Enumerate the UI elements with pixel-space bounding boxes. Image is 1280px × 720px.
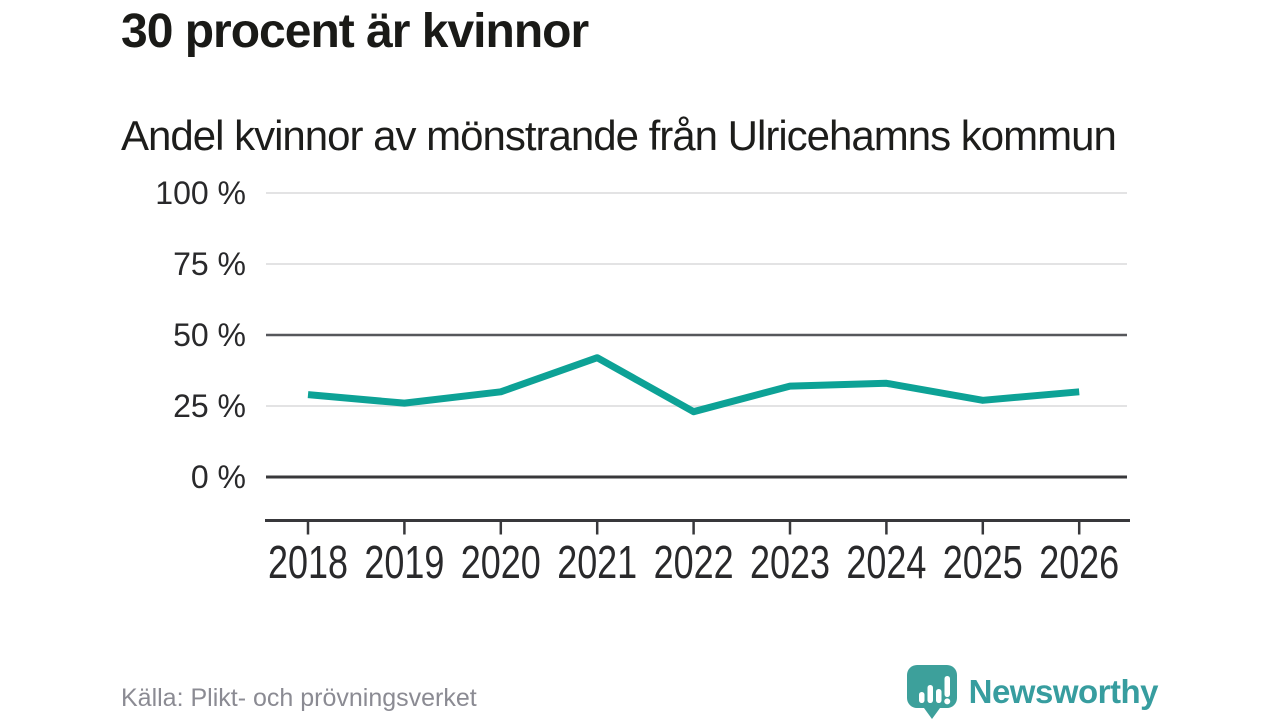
x-tick-label: 2018 xyxy=(268,536,348,588)
data-line-Andel kvinnor av mönstrande xyxy=(307,354,1080,416)
x-tick-label: 2023 xyxy=(750,536,830,588)
x-tick-label: 2025 xyxy=(943,536,1023,588)
y-tick-label: 100 % xyxy=(155,175,246,211)
newsworthy-logo-icon xyxy=(906,665,957,719)
y-tick-label: 0 % xyxy=(191,459,246,495)
y-tick-label: 75 % xyxy=(173,246,246,282)
y-tick-label: 50 % xyxy=(173,317,246,353)
x-tick-label: 2026 xyxy=(1039,536,1119,588)
brand-logo: Newsworthy xyxy=(906,664,1159,720)
x-tick-label: 2022 xyxy=(654,536,734,588)
chart-subtitle: Andel kvinnor av mönstrande från Ulriceh… xyxy=(121,112,1117,159)
x-tick-label: 2019 xyxy=(364,536,444,588)
x-tick-label: 2021 xyxy=(557,536,637,588)
chart-title: 30 procent är kvinnor xyxy=(121,5,589,58)
brand-name: Newsworthy xyxy=(968,673,1159,710)
x-tick-label: 2020 xyxy=(461,536,541,588)
source-note: Källa: Plikt- och prövningsverket xyxy=(121,684,477,712)
y-tick-label: 25 % xyxy=(173,388,246,424)
x-tick-label: 2024 xyxy=(846,536,926,588)
